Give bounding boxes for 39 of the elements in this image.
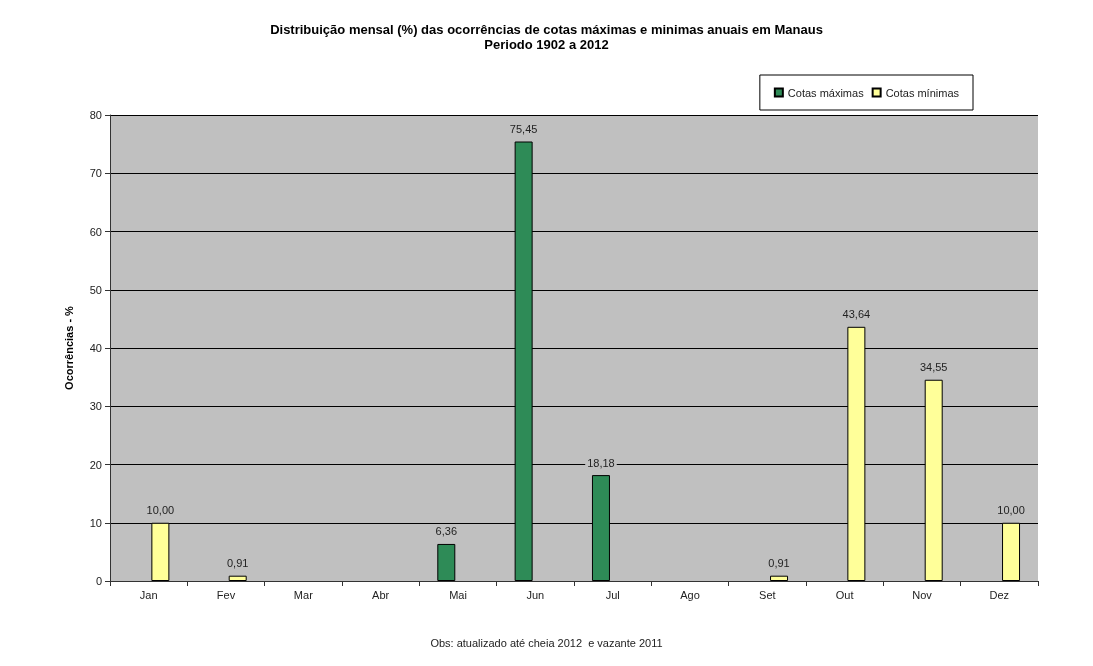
- data-label: 43,64: [842, 308, 871, 321]
- y-tick-label: 40: [89, 342, 102, 354]
- x-tick-label: Fev: [216, 588, 236, 601]
- data-label: 0,91: [226, 557, 249, 570]
- y-tick-label: 0: [95, 575, 102, 587]
- data-label: 75,45: [509, 123, 538, 135]
- data-label: 0,91: [768, 557, 790, 570]
- x-tick-label: Out: [835, 588, 854, 601]
- legend-label: Cotas máximas: [787, 86, 865, 99]
- data-label: 34,55: [919, 361, 948, 374]
- x-tick-label: Ago: [680, 588, 700, 601]
- chart-subtitle: Periodo 1902 a 2012: [484, 37, 609, 52]
- x-tick-label: Dez: [989, 588, 1010, 601]
- y-tick-label: 80: [89, 109, 102, 121]
- legend-label: Cotas mínimas: [885, 86, 960, 99]
- data-label: 10,00: [997, 504, 1025, 517]
- bar: [228, 575, 247, 581]
- x-tick-label: Abr: [372, 588, 390, 601]
- x-tick-label: Mai: [449, 588, 467, 601]
- bar: [437, 543, 456, 581]
- x-tick-label: Jul: [605, 588, 620, 601]
- data-label: 6,36: [435, 525, 458, 538]
- x-tick-label: Jun: [526, 588, 545, 601]
- data-label: 10,00: [146, 504, 175, 517]
- x-tick-label: Set: [759, 588, 776, 601]
- x-tick-label: Mar: [293, 588, 314, 601]
- x-tick-label: Jan: [139, 588, 158, 601]
- y-tick-label: 60: [89, 225, 102, 238]
- x-tick-label: Nov: [912, 588, 933, 601]
- bar: [770, 575, 789, 581]
- data-label: 18,18: [587, 456, 615, 469]
- text: Obs: atualizado até cheia 2012 e vazante 2011: [430, 636, 663, 649]
- y-axis-title: Ocorrências - %: [62, 305, 75, 390]
- y-tick-label: 50: [89, 283, 102, 296]
- y-tick-label: 20: [89, 458, 102, 471]
- y-tick-label: 70: [89, 167, 102, 180]
- y-tick-label: 30: [89, 400, 102, 413]
- y-tick-label: 10: [89, 516, 102, 529]
- chart-title: Distribuição mensal (%) das ocorrências de cotas máximas e minimas anuais em Manaus: [270, 22, 823, 37]
